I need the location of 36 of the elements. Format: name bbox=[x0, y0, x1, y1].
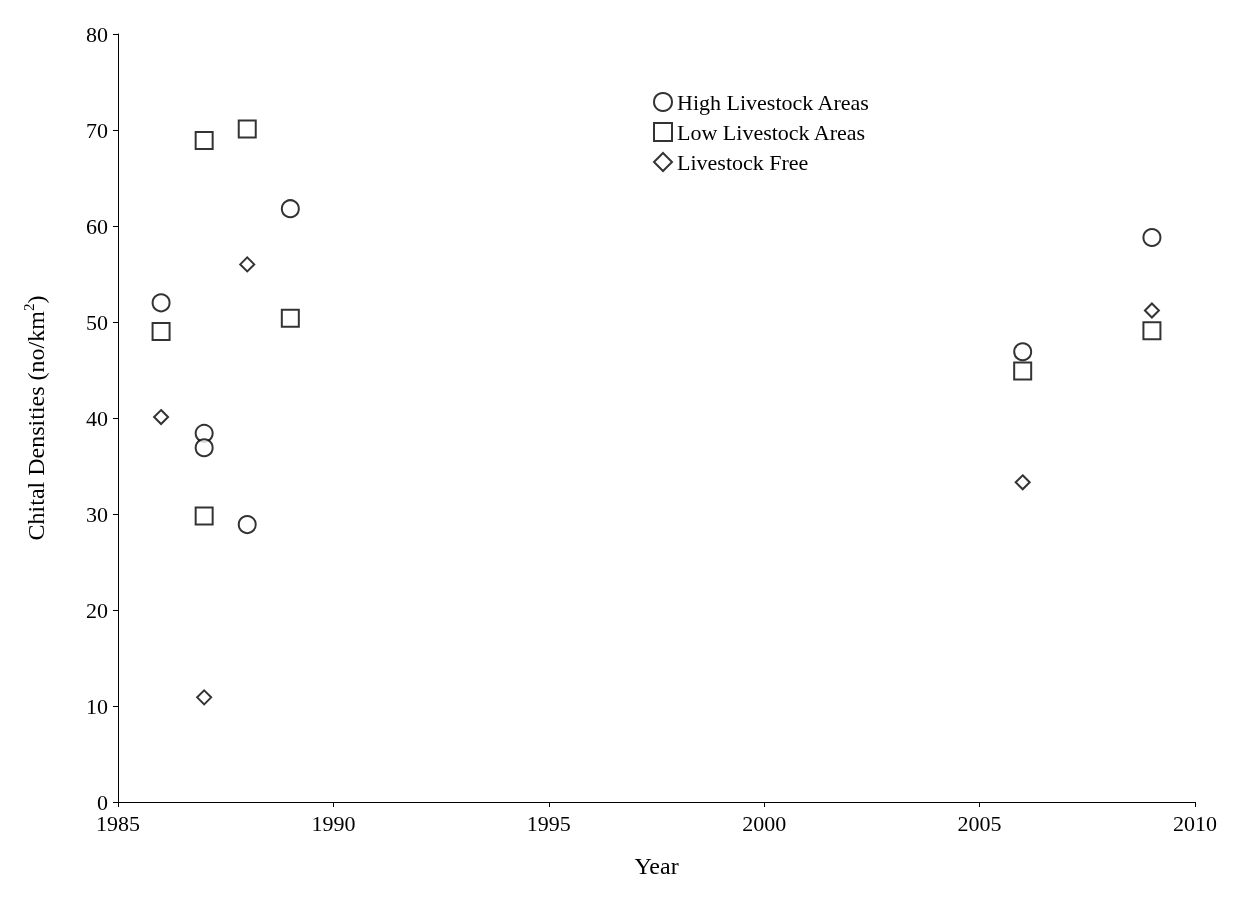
x-tick-label: 1995 bbox=[526, 810, 571, 836]
y-tick-label: 30 bbox=[86, 501, 108, 527]
point bbox=[196, 689, 213, 706]
point bbox=[237, 119, 257, 139]
point bbox=[1143, 302, 1160, 319]
point bbox=[194, 438, 214, 458]
point bbox=[237, 515, 257, 535]
y-tick-label: 80 bbox=[86, 21, 108, 47]
y-tick-label: 70 bbox=[86, 117, 108, 143]
legend-label: High Livestock Areas bbox=[677, 89, 869, 115]
point bbox=[1142, 321, 1162, 341]
x-tick-label: 2000 bbox=[742, 810, 787, 836]
point bbox=[151, 293, 171, 313]
point bbox=[153, 409, 170, 426]
point bbox=[194, 131, 214, 151]
x-tick-label: 2010 bbox=[1173, 810, 1217, 836]
point bbox=[1013, 361, 1033, 381]
y-tick-label: 20 bbox=[86, 597, 108, 623]
point bbox=[151, 322, 171, 342]
y-axis-title: Chital Densities (no/km2) bbox=[20, 295, 49, 541]
x-tick-label: 1990 bbox=[311, 810, 356, 836]
point bbox=[194, 506, 214, 526]
x-axis-title: Year bbox=[634, 853, 679, 879]
point bbox=[280, 199, 300, 219]
point bbox=[1014, 474, 1031, 491]
point bbox=[1013, 342, 1033, 362]
point bbox=[239, 256, 256, 273]
legend-label: Low Livestock Areas bbox=[677, 119, 866, 145]
x-tick-label: 2005 bbox=[957, 810, 1002, 836]
legend-label: Livestock Free bbox=[677, 149, 809, 175]
y-tick-label: 60 bbox=[86, 213, 108, 239]
y-tick-label: 40 bbox=[86, 405, 108, 431]
point bbox=[1142, 228, 1162, 248]
y-tick-label: 50 bbox=[86, 309, 108, 335]
point bbox=[280, 308, 300, 328]
y-tick-label: 10 bbox=[86, 693, 108, 719]
